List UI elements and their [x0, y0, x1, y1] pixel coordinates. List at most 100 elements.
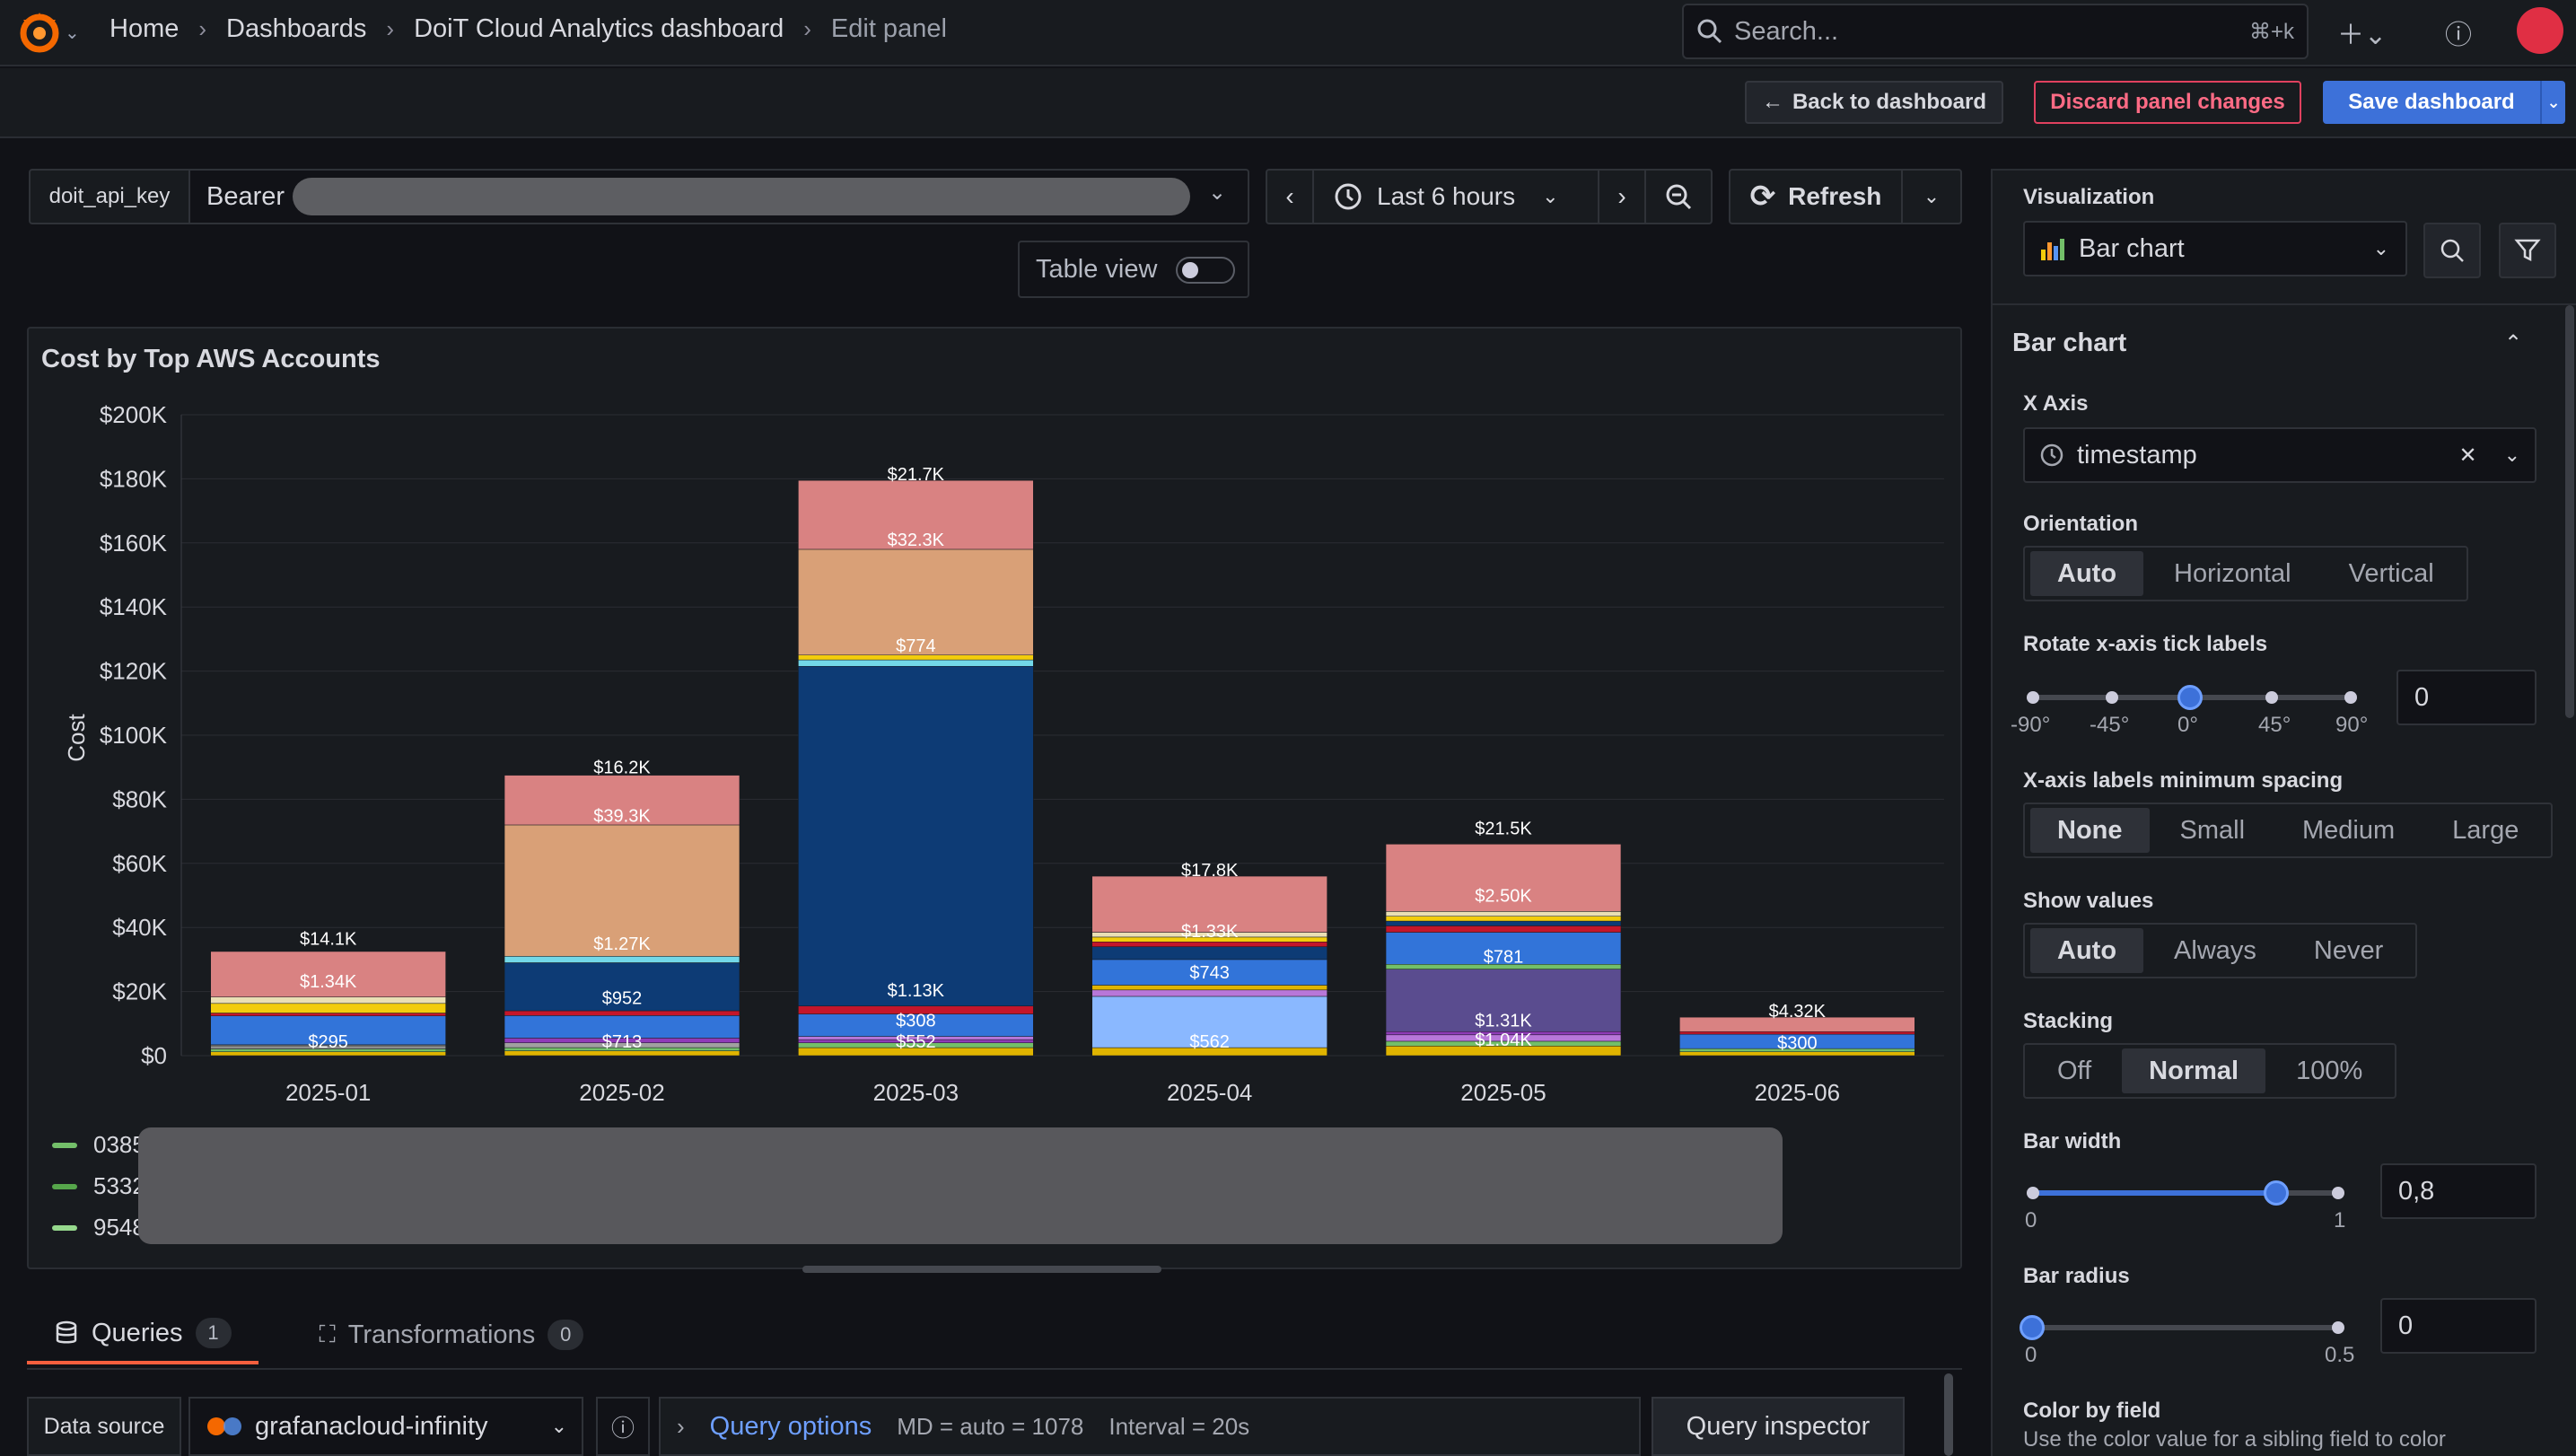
section-header[interactable]: Bar chart: [2012, 329, 2127, 357]
bar-segment: [1385, 911, 1622, 917]
editor-tabs: Queries 1 ⛶ Transformations 0: [27, 1305, 610, 1368]
visualization-picker[interactable]: Bar chart ⌄: [2023, 221, 2407, 276]
slider-max-label: 0.5: [2325, 1343, 2355, 1367]
data-label: $1.31K: [1475, 1012, 1532, 1031]
data-label: $21.5K: [1475, 820, 1532, 839]
tick-label: 45°: [2258, 713, 2291, 737]
table-view-toggle[interactable]: Table view: [1018, 241, 1249, 298]
stacking-normal[interactable]: Normal: [2122, 1048, 2266, 1093]
legend-item[interactable]: 5332: [52, 1172, 145, 1200]
chevron-up-icon[interactable]: ⌃: [2504, 331, 2523, 355]
bar-radius-input[interactable]: 0: [2380, 1298, 2537, 1354]
horizontal-scrollbar[interactable]: [802, 1266, 1161, 1273]
orientation-auto[interactable]: Auto: [2030, 551, 2144, 596]
chevron-down-icon: ⌄: [1542, 185, 1559, 207]
chevron-down-icon[interactable]: ⌄: [65, 23, 80, 43]
show-values-never[interactable]: Never: [2313, 935, 2384, 965]
bar-radius-slider-track[interactable]: [2032, 1325, 2337, 1330]
spacing-small[interactable]: Small: [2179, 815, 2246, 845]
orientation-horizontal[interactable]: Horizontal: [2174, 558, 2291, 588]
data-label: $781: [1484, 947, 1524, 967]
tick-label: 90°: [2335, 713, 2369, 737]
tab-label: Queries: [92, 1318, 183, 1347]
spacing-large[interactable]: Large: [2452, 815, 2519, 845]
x-tick-label: 2025-03: [873, 1079, 959, 1106]
show-values-auto[interactable]: Auto: [2030, 928, 2144, 973]
table-view-switch[interactable]: [1176, 257, 1235, 284]
data-label: $552: [896, 1032, 936, 1052]
back-label: Back to dashboard: [1792, 90, 1987, 114]
close-icon[interactable]: ✕: [2458, 443, 2477, 468]
chevron-down-icon[interactable]: ⌄: [2503, 443, 2520, 466]
back-to-dashboard-button[interactable]: ← Back to dashboard: [1745, 81, 2003, 124]
breadcrumb-home[interactable]: Home: [110, 14, 180, 43]
bar-segment: [210, 951, 446, 997]
rotate-slider-handle[interactable]: [2177, 685, 2203, 710]
bar-segment: [504, 1015, 740, 1039]
orientation-vertical[interactable]: Vertical: [2348, 558, 2434, 588]
breadcrumb-dashboard[interactable]: DoiT Cloud Analytics dashboard: [414, 14, 784, 43]
bar-segment: [210, 1015, 446, 1046]
bar-segment: [1385, 932, 1622, 965]
breadcrumb-dashboards[interactable]: Dashboards: [226, 14, 367, 43]
x-axis-select[interactable]: timestamp ✕ ⌄: [2023, 427, 2537, 483]
chevron-right-icon: ›: [677, 1412, 685, 1440]
save-dashboard-button[interactable]: Save dashboard: [2323, 81, 2540, 124]
bar-radius-slider-handle[interactable]: [2020, 1315, 2045, 1340]
slider-mark: [2027, 691, 2039, 704]
max-data-points: MD = auto = 1078: [897, 1412, 1084, 1440]
bar-width-input[interactable]: 0,8: [2380, 1163, 2537, 1219]
chevron-right-icon: ›: [198, 15, 207, 42]
bar-width-slider-handle[interactable]: [2264, 1180, 2289, 1206]
spacing-none[interactable]: None: [2030, 808, 2150, 853]
query-options[interactable]: › Query options MD = auto = 1078 Interva…: [659, 1397, 1641, 1456]
color-by-field-label: Color by field: [2023, 1399, 2161, 1423]
data-label: $308: [896, 1012, 936, 1031]
zoom-out-button[interactable]: [1644, 169, 1713, 224]
discard-changes-button[interactable]: Discard panel changes: [2034, 81, 2301, 124]
tab-queries[interactable]: Queries 1: [27, 1305, 258, 1364]
query-inspector-button[interactable]: Query inspector: [1652, 1397, 1905, 1456]
stacking-off[interactable]: Off: [2057, 1056, 2092, 1085]
panel-title: Cost by Top AWS Accounts: [41, 345, 381, 373]
save-options-chevron-icon[interactable]: ⌄: [2540, 81, 2565, 124]
stacking-percent[interactable]: 100%: [2296, 1056, 2363, 1085]
legend-item[interactable]: 0385: [52, 1131, 145, 1159]
orientation-label: Orientation: [2023, 512, 2139, 536]
tab-transformations[interactable]: ⛶ Transformations 0: [293, 1305, 611, 1364]
data-label: $300: [1777, 1034, 1818, 1054]
search-input[interactable]: Search... ⌘+k: [1682, 4, 2309, 59]
slider-mark: [2332, 1187, 2344, 1199]
data-source-select[interactable]: grafanacloud-infinity ⌄: [188, 1397, 583, 1456]
bar-chart-icon: [2041, 239, 2064, 260]
refresh-interval-button[interactable]: ⌄: [1901, 169, 1962, 224]
stacking-label: Stacking: [2023, 1009, 2114, 1033]
data-label: $21.7K: [888, 465, 945, 485]
bar-segment: [1385, 925, 1622, 933]
search-options-button[interactable]: [2423, 223, 2481, 278]
spacing-medium[interactable]: Medium: [2302, 815, 2396, 845]
bar-segment: [504, 1010, 740, 1016]
time-range-picker[interactable]: Last 6 hours ⌄: [1312, 169, 1599, 224]
help-icon[interactable]: ⓘ: [596, 1397, 650, 1456]
slider-mark: [2265, 691, 2278, 704]
add-icon[interactable]: ＋⌄: [2337, 21, 2388, 50]
rotate-input[interactable]: 0: [2396, 670, 2537, 725]
refresh-button[interactable]: ⟳ Refresh: [1729, 169, 1903, 224]
time-forward-button[interactable]: ›: [1598, 169, 1646, 224]
vertical-scrollbar[interactable]: [2565, 305, 2574, 718]
grafana-logo-icon[interactable]: [16, 9, 66, 56]
time-back-button[interactable]: ‹: [1266, 169, 1314, 224]
bar-segment: [210, 1003, 446, 1013]
avatar[interactable]: [2517, 7, 2563, 54]
bar-segment: [1385, 916, 1622, 922]
legend-item[interactable]: 9548: [52, 1214, 145, 1241]
filter-options-button[interactable]: [2499, 223, 2556, 278]
help-icon[interactable]: ⓘ: [2445, 21, 2472, 50]
chevron-right-icon: ›: [803, 15, 811, 42]
transform-icon: ⛶: [319, 1320, 336, 1347]
query-options-link[interactable]: Query options: [709, 1411, 872, 1441]
show-values-always[interactable]: Always: [2174, 935, 2256, 965]
vertical-scrollbar[interactable]: [1944, 1373, 1953, 1456]
chevron-down-icon[interactable]: ⌄: [1208, 180, 1227, 205]
